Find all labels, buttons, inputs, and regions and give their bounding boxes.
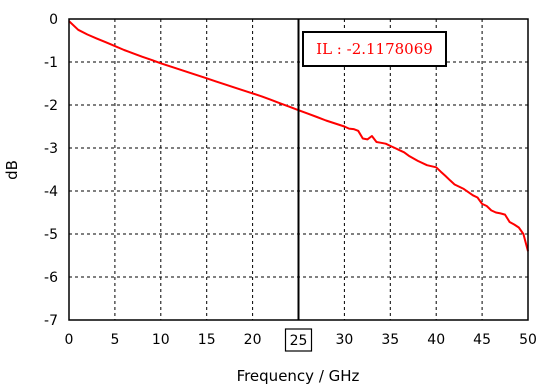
x-tick-label: 10	[152, 332, 170, 348]
y-tick-label: 0	[49, 12, 58, 28]
y-axis-ticks: 0 -1 -2 -3 -4 -5 -6 -7	[44, 12, 58, 329]
y-tick-label: -7	[44, 313, 58, 329]
x-tick-label: 40	[427, 332, 445, 348]
y-axis-label: dB	[3, 160, 21, 180]
x-tick-label: 45	[473, 332, 491, 348]
x-axis-label: Frequency / GHz	[237, 367, 360, 385]
marker-annotation-box	[302, 31, 447, 67]
x-tick-label: 35	[381, 332, 399, 348]
x-tick-label: 30	[335, 332, 353, 348]
x-tick-label: 5	[110, 332, 119, 348]
x-tick-label: 20	[244, 332, 262, 348]
y-tick-label: -1	[44, 55, 58, 71]
y-tick-label: -6	[44, 270, 58, 286]
marker-annotation-text: IL : -2.1178069	[316, 40, 433, 58]
x-tick-label: 0	[65, 332, 74, 348]
y-tick-label: -2	[44, 98, 58, 114]
marker-layer: 25 IL : -2.1178069	[284, 19, 447, 352]
y-tick-label: -4	[44, 184, 58, 200]
series-layer	[68, 20, 529, 252]
x-tick-label: 50	[519, 332, 537, 348]
marker-x-box	[284, 328, 313, 352]
y-tick-label: -3	[44, 141, 58, 157]
x-tick-label: 15	[198, 332, 216, 348]
y-tick-label: -5	[44, 227, 58, 243]
marker-x-label: 25	[290, 333, 308, 349]
plot-frame	[68, 18, 529, 321]
series-line	[68, 20, 529, 252]
